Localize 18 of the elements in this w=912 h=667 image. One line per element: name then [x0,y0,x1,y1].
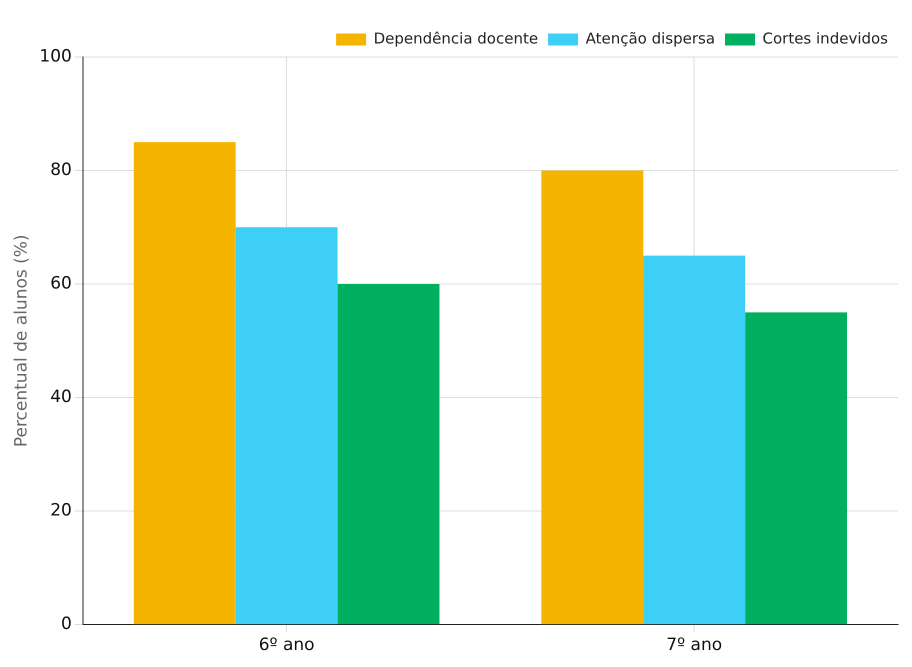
bar [643,256,746,624]
bar [236,227,338,624]
y-tick-label: 60 [50,273,72,294]
y-tick-label: 80 [50,160,72,180]
x-tick-label: 6º ano [258,635,315,656]
legend-label: Cortes indevidos [762,29,888,48]
y-tick-label: 0 [61,614,72,634]
bar [541,170,644,624]
x-tick-label: 7º ano [666,635,722,656]
y-axis-title: Percentual de alunos (%) [12,234,32,448]
y-tick-label: 20 [50,500,72,520]
bar [745,312,848,624]
y-tick-label: 40 [50,386,72,407]
legend-label: Dependência docente [374,29,538,48]
y-tick-label: 100 [39,46,72,66]
bar [134,142,236,624]
bar [338,284,440,624]
legend-label: Atenção dispersa [586,29,716,48]
